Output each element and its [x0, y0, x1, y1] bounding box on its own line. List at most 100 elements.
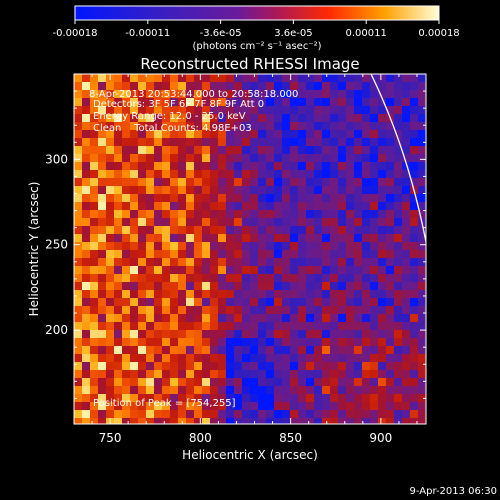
heatmap-cell [234, 138, 242, 146]
heatmap-cell [290, 146, 298, 154]
heatmap-cell [170, 330, 178, 338]
heatmap-cell [114, 162, 122, 170]
heatmap-cell [186, 82, 194, 90]
heatmap-cell [130, 162, 138, 170]
x-tick-label: 800 [189, 431, 212, 445]
heatmap-cell [186, 234, 194, 242]
heatmap-cell [98, 338, 106, 346]
heatmap-cell [290, 402, 298, 410]
heatmap-cell [314, 282, 322, 290]
heatmap-cell [82, 138, 90, 146]
heatmap-cell [386, 346, 394, 354]
heatmap-cell [338, 402, 346, 410]
heatmap-cell [322, 330, 330, 338]
heatmap-cell [394, 250, 402, 258]
heatmap-cell [98, 170, 106, 178]
heatmap-cell [402, 346, 410, 354]
heatmap-cell [194, 186, 202, 194]
heatmap-cell [274, 106, 282, 114]
heatmap-cell [162, 266, 170, 274]
heatmap-cell [178, 394, 186, 402]
heatmap-cell [130, 418, 138, 424]
heatmap-cell [210, 178, 218, 186]
heatmap-cell [98, 282, 106, 290]
heatmap-cell [362, 82, 370, 90]
heatmap-cell [402, 242, 410, 250]
heatmap-cell [290, 394, 298, 402]
heatmap-cell [130, 90, 138, 98]
colorbar-tick-label: 0.00011 [346, 28, 387, 39]
heatmap-cell [418, 114, 426, 122]
heatmap-cell [354, 210, 362, 218]
heatmap-cell [314, 330, 322, 338]
heatmap-cell [178, 370, 186, 378]
heatmap-cell [290, 362, 298, 370]
heatmap-cell [378, 170, 386, 178]
heatmap-cell [114, 178, 122, 186]
heatmap-cell [338, 322, 346, 330]
heatmap-cell [354, 178, 362, 186]
heatmap-cell [106, 330, 114, 338]
heatmap-cell [130, 282, 138, 290]
heatmap-cell [250, 346, 258, 354]
heatmap-cell [394, 394, 402, 402]
heatmap-cell [242, 394, 250, 402]
heatmap-cell [186, 114, 194, 122]
heatmap-cell [114, 306, 122, 314]
heatmap-cell [338, 90, 346, 98]
heatmap-cell [370, 314, 378, 322]
heatmap-cell [210, 266, 218, 274]
heatmap-cell [418, 98, 426, 106]
heatmap-cell [154, 154, 162, 162]
heatmap-cell [194, 82, 202, 90]
heatmap-cell [186, 130, 194, 138]
heatmap-cell [146, 178, 154, 186]
heatmap-cell [178, 226, 186, 234]
heatmap-cell [170, 402, 178, 410]
heatmap-cell [378, 298, 386, 306]
heatmap-cell [106, 306, 114, 314]
heatmap-cell [154, 218, 162, 226]
heatmap-cell [346, 378, 354, 386]
heatmap-cell [410, 98, 418, 106]
heatmap-cell [146, 250, 154, 258]
heatmap-cell [410, 258, 418, 266]
footer-timestamp: 9-Apr-2013 06:30 [410, 486, 497, 497]
heatmap-cell [386, 138, 394, 146]
heatmap-cell [202, 394, 210, 402]
heatmap-cell [338, 258, 346, 266]
heatmap-cell [202, 82, 210, 90]
heatmap-cell [178, 410, 186, 418]
heatmap-cell [90, 122, 98, 130]
heatmap-cell [234, 386, 242, 394]
heatmap-cell [90, 370, 98, 378]
heatmap-cell [106, 322, 114, 330]
heatmap-cell [226, 282, 234, 290]
heatmap-cell [266, 194, 274, 202]
heatmap-cell [250, 362, 258, 370]
heatmap-cell [410, 218, 418, 226]
heatmap-cell [242, 162, 250, 170]
heatmap-cell [242, 154, 250, 162]
heatmap-cell [162, 274, 170, 282]
heatmap-cell [170, 122, 178, 130]
heatmap-cell [114, 202, 122, 210]
heatmap-cell [418, 314, 426, 322]
heatmap-cell [186, 210, 194, 218]
heatmap-cell [122, 338, 130, 346]
heatmap-cell [346, 282, 354, 290]
heatmap-cell [322, 242, 330, 250]
heatmap-cell [106, 218, 114, 226]
heatmap-cell [106, 298, 114, 306]
heatmap-cell [274, 266, 282, 274]
heatmap-cell [186, 258, 194, 266]
heatmap-cell [146, 298, 154, 306]
heatmap-cell [394, 106, 402, 114]
heatmap-cell [210, 130, 218, 138]
heatmap-cell [106, 362, 114, 370]
heatmap-cell [250, 114, 258, 122]
heatmap-cell [290, 378, 298, 386]
heatmap-cell [114, 418, 122, 424]
heatmap-cell [330, 322, 338, 330]
heatmap-cell [74, 378, 82, 386]
